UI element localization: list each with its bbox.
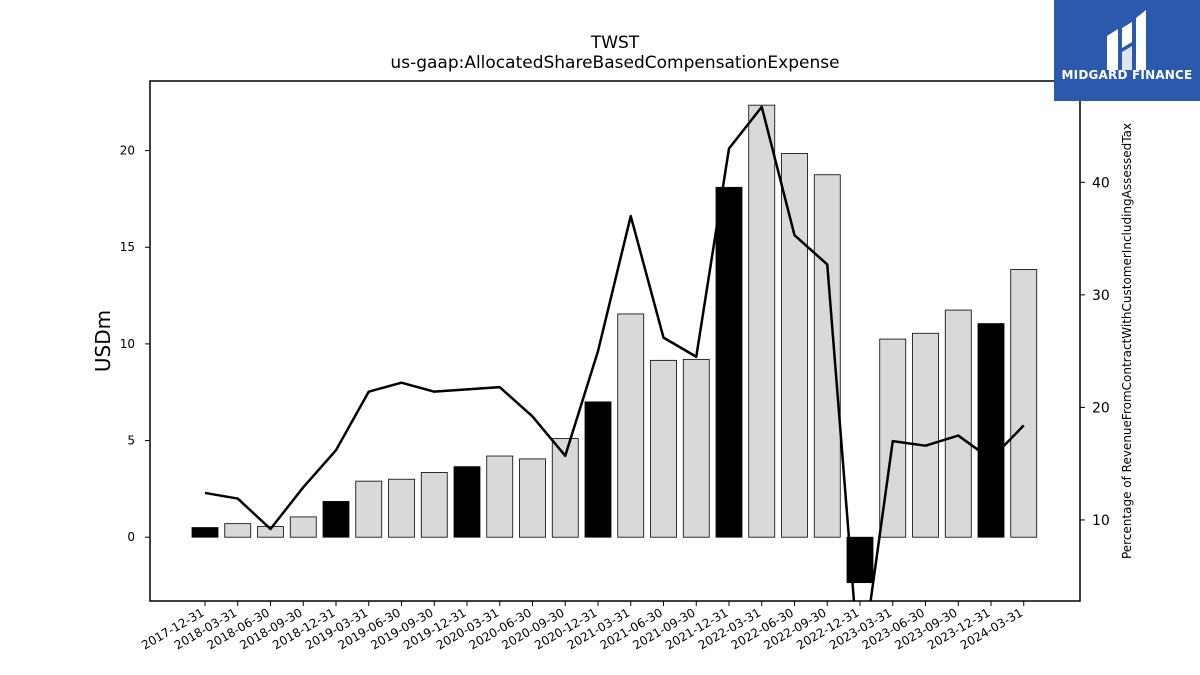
bar xyxy=(224,523,252,538)
bar xyxy=(388,478,415,538)
y-tick-label: 15 xyxy=(120,240,135,254)
logo-text: MIDGARD FINANCE xyxy=(1061,68,1193,82)
y-tick-label: 10 xyxy=(120,337,135,351)
y-tick-label: 0 xyxy=(127,530,135,544)
logo-mark-icon xyxy=(1107,10,1146,70)
bar xyxy=(781,153,808,538)
bar xyxy=(1010,269,1038,538)
chart-title: TWST xyxy=(590,33,640,53)
bar xyxy=(944,309,972,538)
y2-tick-label: 10 xyxy=(1092,513,1110,529)
y2-tick-label: 40 xyxy=(1092,175,1110,191)
plot-area xyxy=(191,104,1038,601)
line-series xyxy=(204,105,1025,601)
bar xyxy=(486,455,514,538)
brand-logo: MIDGARD FINANCE xyxy=(1054,0,1200,101)
y2-tick-label: 20 xyxy=(1092,400,1110,416)
bar xyxy=(715,186,743,538)
bar xyxy=(584,401,612,538)
bar xyxy=(355,480,383,538)
y-tick-label: 20 xyxy=(120,144,135,158)
bar xyxy=(322,501,350,538)
bar xyxy=(682,358,710,538)
y-axis-label: USDm xyxy=(91,310,115,372)
y-tick-label: 5 xyxy=(127,434,135,448)
bar xyxy=(650,359,677,538)
bar xyxy=(257,526,284,538)
bar xyxy=(289,516,317,538)
bar xyxy=(519,458,546,538)
bar xyxy=(912,332,939,538)
bar xyxy=(617,313,645,538)
bar xyxy=(551,438,579,538)
y2-tick-label: 30 xyxy=(1092,288,1110,304)
bar xyxy=(191,527,219,538)
bar xyxy=(813,174,841,538)
bar xyxy=(748,104,776,538)
bar xyxy=(420,472,448,538)
plot-frame xyxy=(149,80,1081,602)
bar xyxy=(977,323,1005,538)
y2-axis-label: Percentage of RevenueFromContractWithCus… xyxy=(1120,123,1134,559)
bar xyxy=(453,466,481,538)
chart-subtitle: us-gaap:AllocatedShareBasedCompensationE… xyxy=(390,53,839,73)
